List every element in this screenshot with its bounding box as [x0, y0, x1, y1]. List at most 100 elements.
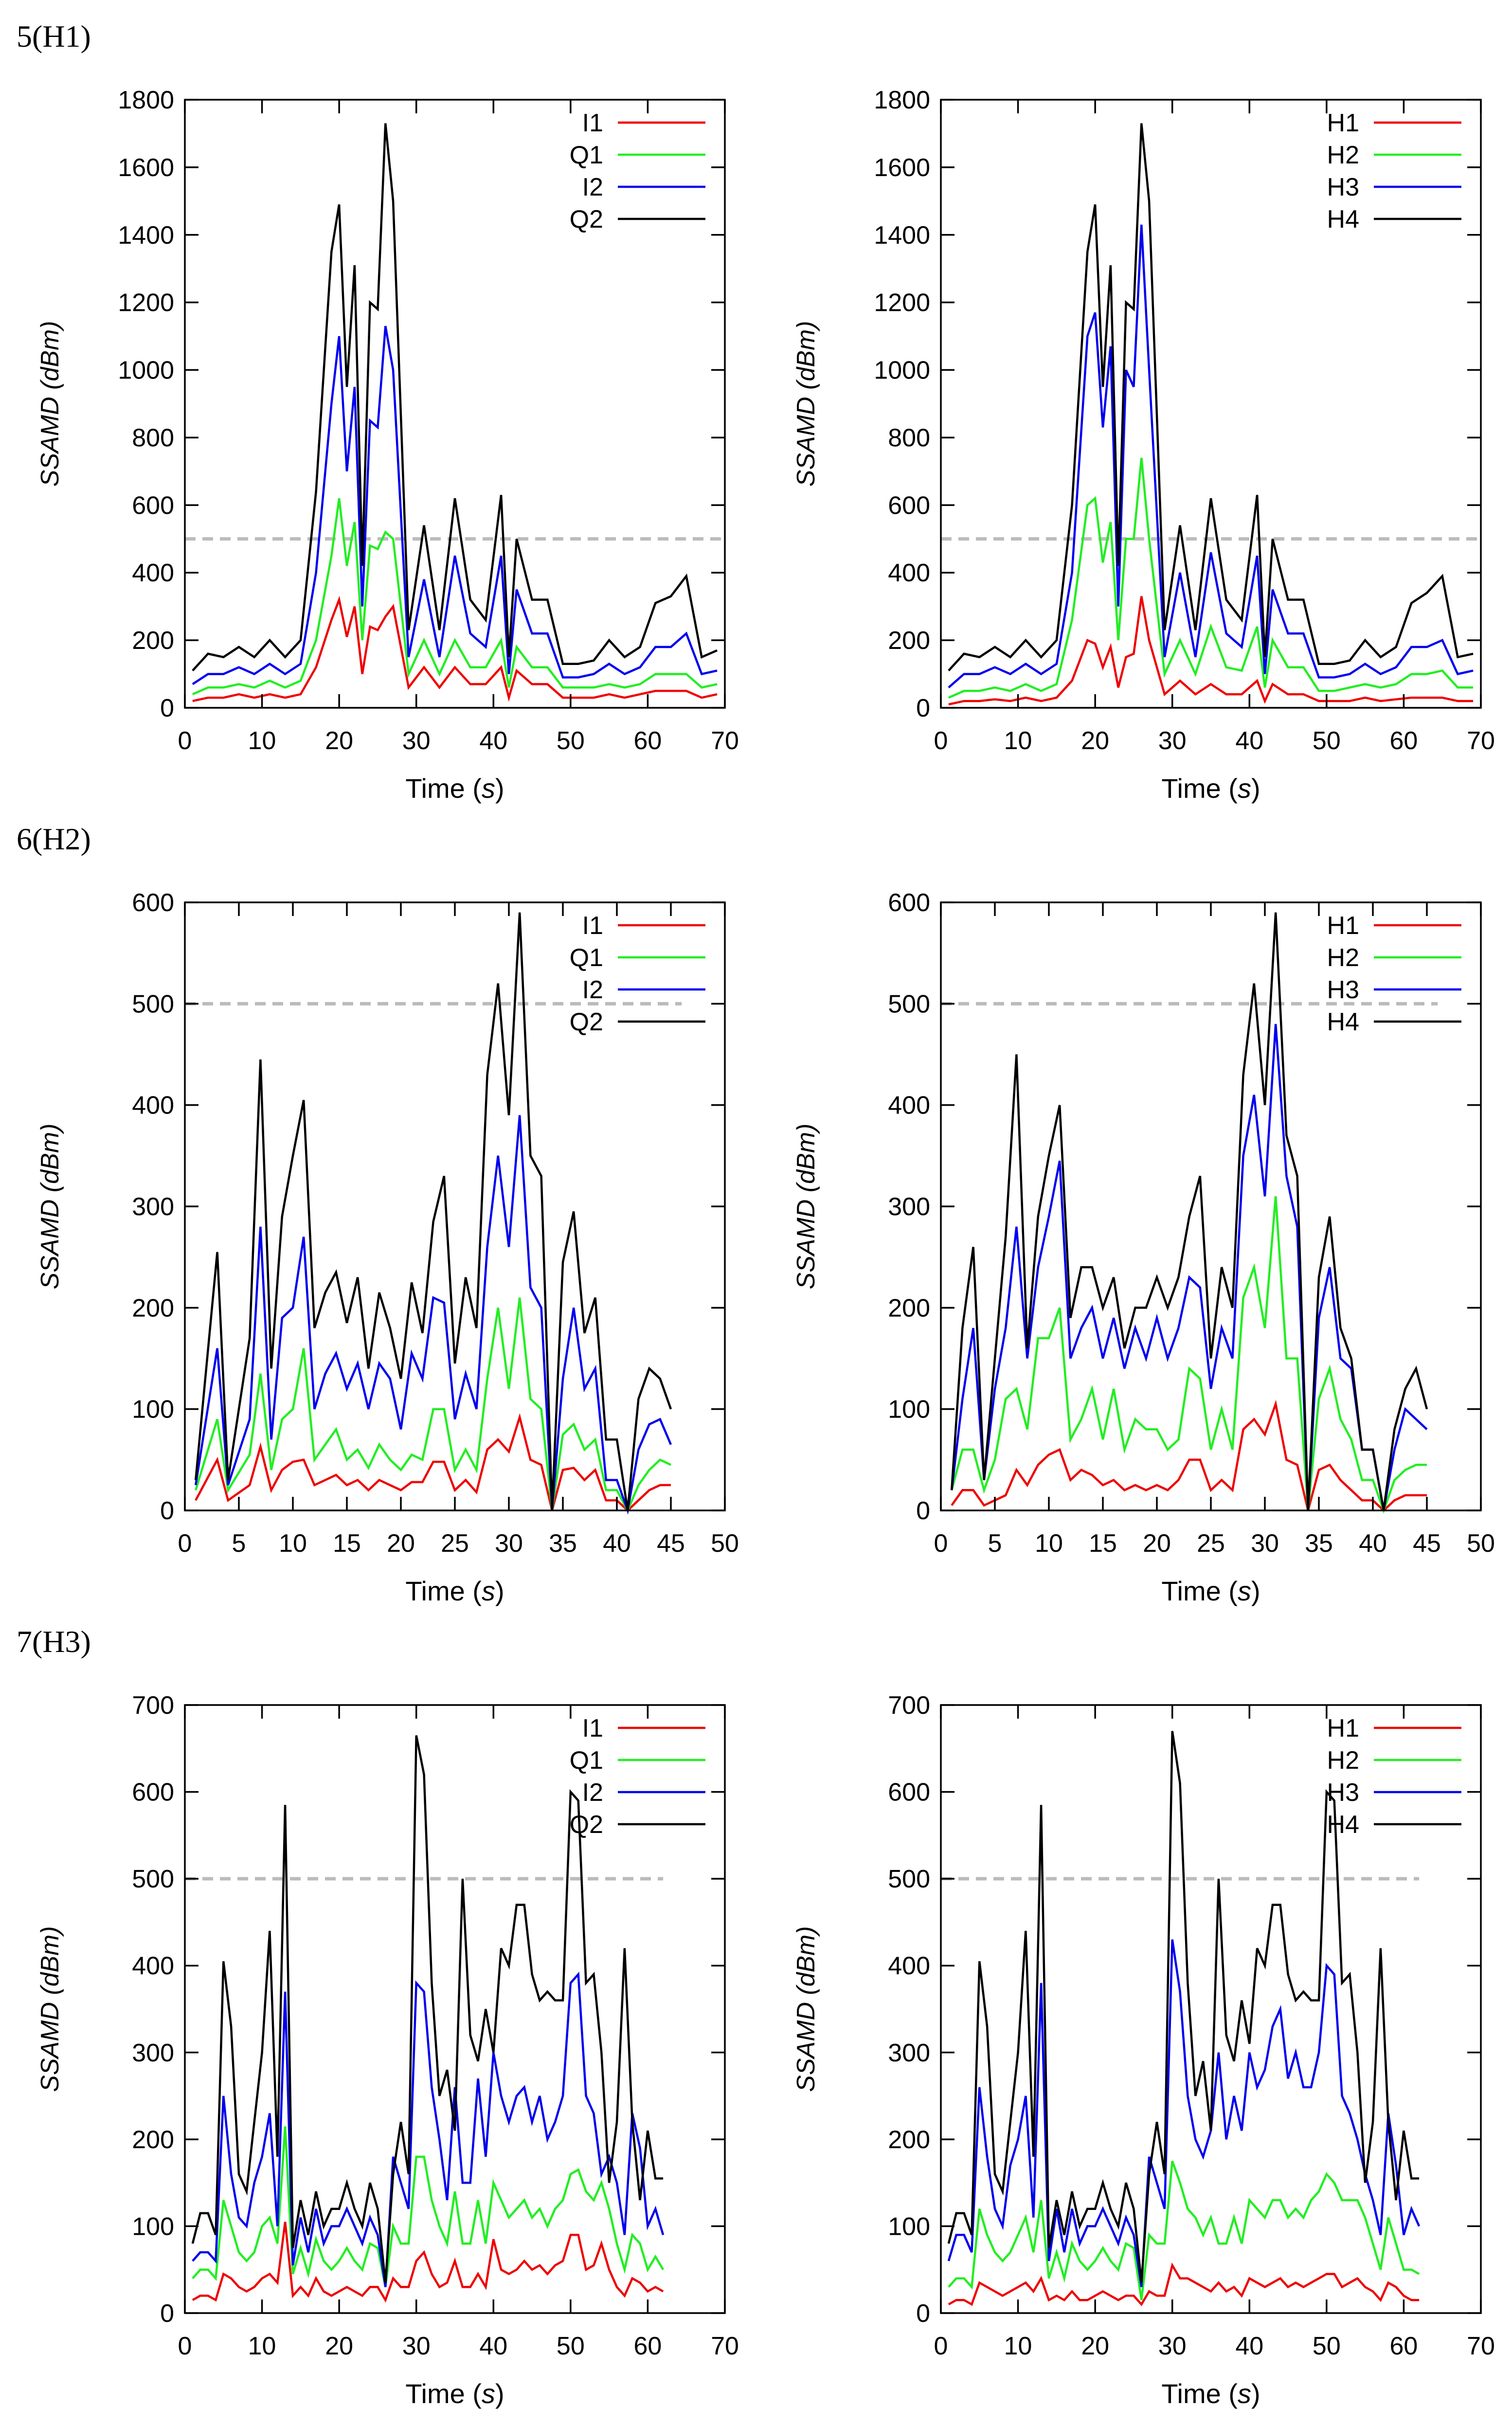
series-line-q2 [191, 1735, 664, 2283]
x-tick-label: 10 [248, 2332, 276, 2360]
x-tick-label: 70 [1467, 2332, 1495, 2360]
legend-label-h4: H4 [1327, 205, 1359, 233]
x-tick-label: 50 [557, 727, 585, 755]
x-axis-label: Time (s) [405, 2378, 504, 2409]
chart-h2-h: 0 5 10 15 20 25 30 35 40 45 500100200300400500600T… [792, 889, 1495, 1606]
chart-h2-iq: 0 5 10 15 20 25 30 35 40 45 500100200300400500600T… [36, 889, 739, 1606]
y-tick-label: 400 [132, 1952, 174, 1980]
y-tick-label: 100 [888, 1396, 930, 1424]
y-tick-label: 200 [888, 1294, 930, 1322]
y-tick-label: 500 [888, 990, 930, 1018]
legend-label-h2: H2 [1327, 944, 1359, 972]
y-tick-label: 600 [132, 1778, 174, 1807]
y-tick-label: 1800 [874, 86, 930, 114]
y-tick-label: 0 [916, 2299, 930, 2328]
y-axis-label: SSAMD (dBm) [792, 321, 820, 487]
x-tick-label: 30 [1158, 727, 1187, 755]
x-tick-label: 10 [248, 727, 276, 755]
x-tick-label: 0 [934, 1529, 948, 1558]
x-axis-label: Time (s) [1161, 2378, 1260, 2409]
y-tick-label: 1600 [874, 154, 930, 182]
row-label-h2: 6(H2) [17, 822, 91, 856]
legend-label-h4: H4 [1327, 1008, 1359, 1036]
x-tick-label: 10 [1004, 2332, 1032, 2360]
y-tick-label: 500 [132, 990, 174, 1018]
series-line-h2 [951, 1196, 1427, 1514]
legend-label-q2: Q2 [570, 205, 603, 233]
y-tick-label: 600 [888, 1778, 930, 1807]
y-tick-label: 800 [132, 424, 174, 452]
chart-h3-h: 0 10 20 30 40 50 60 700100200300400500600700Tim… [792, 1691, 1495, 2409]
series-line-h1 [948, 596, 1474, 706]
legend-label-h3: H3 [1327, 173, 1359, 201]
x-tick-label: 5 [232, 1529, 246, 1558]
legend-label-h2: H2 [1327, 1746, 1359, 1775]
legend-label-q1: Q1 [570, 944, 603, 972]
x-tick-label: 70 [711, 727, 739, 755]
x-tick-label: 45 [1413, 1529, 1441, 1558]
y-tick-label: 200 [132, 627, 174, 655]
chart-h1-h: 0 10 20 30 40 50 60 70 0 200 400 600 800 1000 1200 1400… [792, 86, 1495, 804]
series-line-h4 [948, 123, 1474, 672]
y-tick-label: 200 [888, 2126, 930, 2154]
y-tick-label: 700 [132, 1691, 174, 1720]
x-tick-label: 50 [557, 2332, 585, 2360]
x-tick-label: 60 [634, 2332, 662, 2360]
legend-label-i1: I1 [582, 109, 603, 137]
chart-h1-iq: 0 10 20 30 40 50 60 70 0 200 400 600 800 1000 1200 1400… [36, 86, 739, 804]
series-line-i2 [192, 325, 718, 685]
y-tick-label: 0 [916, 694, 930, 722]
y-tick-label: 100 [132, 2212, 174, 2241]
x-tick-label: 10 [279, 1529, 307, 1558]
x-axis-label: Time (s) [1161, 773, 1260, 804]
series-line-h4 [947, 1731, 1420, 2283]
legend-label-h1: H1 [1327, 109, 1359, 137]
y-tick-label: 500 [888, 1865, 930, 1893]
series-line-q1 [192, 2126, 665, 2287]
y-tick-label: 0 [160, 2299, 174, 2328]
x-axis-label: Time (s) [405, 1576, 504, 1606]
y-tick-label: 300 [132, 1193, 174, 1221]
legend-label-i2: I2 [582, 976, 603, 1004]
x-tick-label: 30 [1158, 2332, 1187, 2360]
series-line-i2 [194, 1115, 672, 1515]
x-tick-label: 0 [178, 727, 192, 755]
x-tick-label: 0 [178, 2332, 192, 2360]
y-tick-label: 100 [888, 2212, 930, 2241]
y-tick-label: 400 [132, 559, 174, 587]
legend-label-i2: I2 [582, 1778, 603, 1807]
series-line-h3 [947, 1939, 1421, 2287]
legend-label-q2: Q2 [570, 1811, 603, 1839]
x-tick-label: 20 [325, 727, 353, 755]
y-tick-label: 300 [132, 2039, 174, 2067]
y-tick-label: 0 [160, 694, 174, 722]
y-tick-label: 400 [888, 1092, 930, 1120]
y-tick-label: 0 [916, 1497, 930, 1525]
x-tick-label: 30 [402, 2332, 431, 2360]
y-tick-label: 600 [888, 889, 930, 917]
series-line-i1 [192, 2222, 664, 2303]
legend-label-i1: I1 [582, 1714, 603, 1742]
y-tick-label: 400 [132, 1092, 174, 1120]
series-line-h1 [948, 2262, 1420, 2306]
y-tick-label: 1000 [874, 357, 930, 385]
series-line-q1 [195, 1297, 671, 1513]
series-line-h3 [950, 1023, 1428, 1511]
x-tick-label: 40 [1235, 2332, 1263, 2360]
x-tick-label: 40 [1235, 727, 1263, 755]
x-tick-label: 20 [1081, 727, 1109, 755]
plot-frame [940, 99, 1482, 709]
x-tick-label: 35 [1305, 1529, 1333, 1558]
y-tick-label: 600 [132, 491, 174, 520]
legend-label-i2: I2 [582, 173, 603, 201]
x-tick-label: 10 [1035, 1529, 1063, 1558]
x-tick-label: 60 [1390, 727, 1418, 755]
x-tick-label: 70 [1467, 727, 1495, 755]
x-tick-label: 40 [479, 727, 507, 755]
series-line-i1 [195, 1413, 671, 1512]
x-tick-label: 40 [479, 2332, 507, 2360]
plot-frame [184, 99, 726, 709]
series-line-h1 [951, 1400, 1427, 1512]
x-tick-label: 50 [1313, 2332, 1341, 2360]
series-line-q2 [194, 912, 672, 1511]
